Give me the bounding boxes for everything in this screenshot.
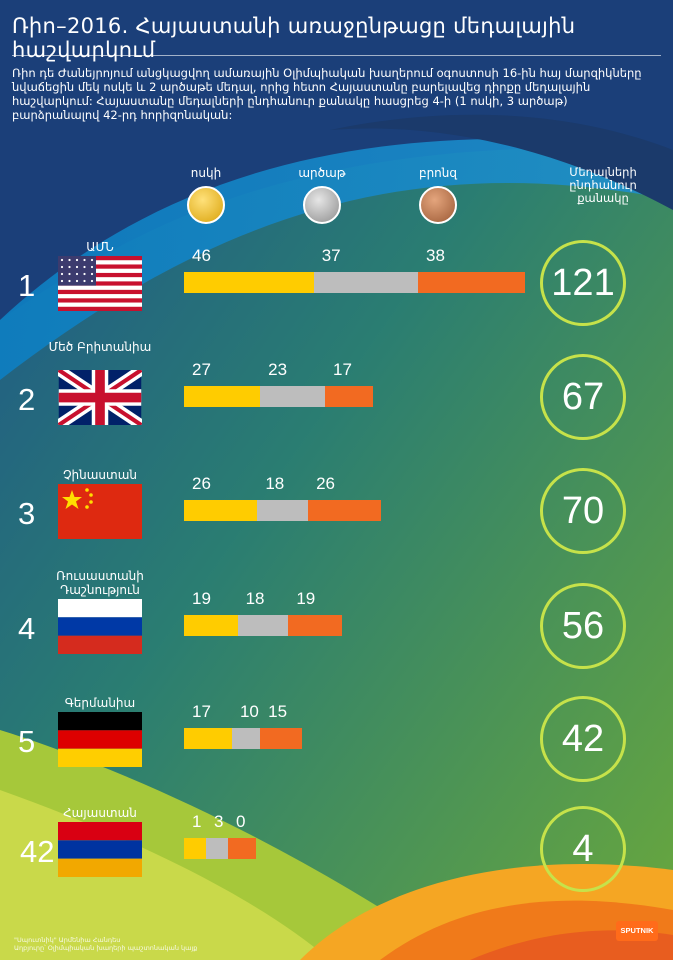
bronze-bar [308,500,382,521]
bronze-value: 38 [426,246,445,265]
gold-value: 26 [192,474,211,493]
country-name: Գերմանիա [64,696,136,710]
country-name: Չինաստան [62,468,138,482]
gold-value: 17 [192,702,211,721]
total-medals: 70 [540,468,626,554]
bronze-header: բրոնզ [418,166,458,180]
bronze-bar [260,728,303,749]
gold-bar [184,500,258,521]
china-flag [58,484,142,539]
country-name: Ռուսաստանի Դաշնություն [56,569,144,597]
footer-credits: "Սպուտնիկ" Արմենիա Հանդես Աղբյուրը՝ Օլիմ… [14,936,197,952]
rank-number: 4 [18,611,36,646]
gold-value: 1 [192,812,202,831]
gold-value: 46 [192,246,211,265]
russia-flag [58,599,142,654]
silver-header: արծաթ [298,166,346,180]
rank-number: 2 [18,382,36,417]
bronze-value: 0 [236,812,246,831]
infographic-title: Ռիո–2016. Հայաստանի առաջընթացը մեդալային… [12,14,576,62]
gold-value: 19 [192,589,211,608]
silver-value: 18 [265,474,285,493]
gold-bar [184,386,261,407]
germany-flag [58,712,142,767]
country-name: ԱՄՆ [86,240,114,254]
silver-medal-icon [303,186,341,224]
bronze-bar [325,386,373,407]
armenia-flag [58,822,142,877]
bronze-medal-icon [419,186,457,224]
gold-bar [184,838,206,859]
silver-bar [313,272,419,293]
total-medals: 56 [540,583,626,669]
total-header: Մեդալների ընդհանուր քանակը [569,165,637,205]
gold-medal-icon [187,186,225,224]
silver-value: 23 [268,360,288,379]
bronze-value: 19 [296,589,316,608]
silver-bar [206,838,228,859]
silver-bar [257,500,309,521]
gold-bar [184,728,232,749]
silver-bar [237,615,289,636]
total-medals: 67 [540,354,626,440]
rank-number: 42 [20,834,55,869]
gold-header: ոսկի [190,166,222,180]
bronze-value: 26 [316,474,335,493]
total-medals: 4 [540,806,626,892]
bronze-bar [228,838,256,859]
country-name: Մեծ Բրիտանիա [48,340,152,354]
footer-line-1: "Սպուտնիկ" Արմենիա Հանդես [14,936,121,944]
silver-value: 10 [239,702,259,721]
bronze-value: 15 [268,702,288,721]
title-divider [12,55,661,56]
footer-line-2: Աղբյուրը՝ Օլիմպիական խաղերի պաշտոնական կ… [14,944,198,952]
total-medals: 42 [540,696,626,782]
country-name: Հայաստան [63,806,137,820]
gold-bar [184,272,314,293]
rank-number: 3 [18,496,36,531]
bronze-value: 17 [333,360,352,379]
bronze-bar [418,272,526,293]
gold-value: 27 [192,360,211,379]
rank-number: 5 [18,724,36,759]
sputnik-logo: SPUTNIK [616,921,658,941]
uk-flag [58,370,142,425]
bronze-bar [288,615,342,636]
rank-number: 1 [18,268,36,303]
total-medals: 121 [540,240,626,326]
silver-value: 18 [245,589,265,608]
intro-text: Ռիո դե Ժանեյրոյում անցկացվող ամառային Օլ… [12,66,642,122]
gold-bar [184,615,238,636]
silver-value: 37 [321,246,341,265]
silver-bar [231,728,261,749]
usa-flag [58,256,142,311]
silver-value: 3 [214,812,224,831]
silver-bar [260,386,325,407]
